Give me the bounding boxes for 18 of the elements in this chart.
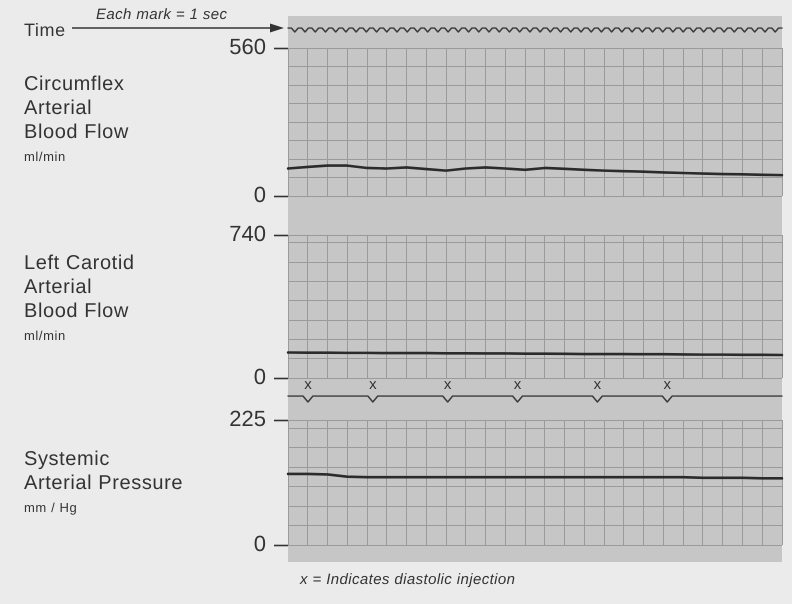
y-tick-label: 225 [229, 406, 266, 432]
text: Each mark = 1 sec [96, 6, 228, 24]
y-axis-title: Time [24, 19, 66, 42]
text: x = Indicates diastolic injection [300, 571, 516, 589]
y-axis-title: Systemic Arterial Pressure mm / Hg [24, 447, 184, 517]
y-axis-title: Left Carotid Arterial Blood Flow ml/min [24, 251, 135, 345]
x-tick-label: x [304, 376, 312, 394]
y-tick-label: 0 [254, 182, 266, 208]
x-tick-label: x [594, 376, 602, 394]
x-tick-label: x [663, 376, 672, 394]
x-tick-label: x [514, 376, 522, 394]
x-tick-label: x [369, 376, 378, 394]
y-axis-title: Circumflex Arterial Blood Flow ml/min [24, 72, 129, 166]
y-tick-label: 560 [229, 34, 266, 60]
y-tick-label: 740 [229, 221, 266, 246]
y-tick-label: 0 [254, 531, 266, 556]
x-tick-label: x [444, 376, 452, 394]
y-tick-label: 0 [254, 364, 266, 390]
